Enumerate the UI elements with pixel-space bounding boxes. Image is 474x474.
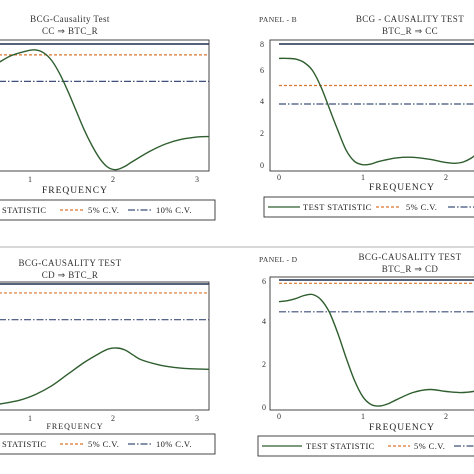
panel-a-subtitle: CC ⇒ BTC_R: [42, 26, 98, 36]
panel-a-legend-cv10: 10% C.V.: [156, 205, 192, 215]
panel-b-ytick: 4: [260, 97, 264, 106]
panel-a-test-statistic-line: [0, 49, 210, 171]
panel-a-frame: [0, 39, 210, 172]
panel-d-legend: [257, 435, 474, 457]
panel-b-legend-cv5: 5% C.V.: [406, 202, 437, 212]
panel-d-title: BCG-Causality Test: [359, 252, 462, 262]
panel-d-legend-cv5: 5% C.V.: [414, 441, 445, 451]
panel-d-label: Panel - D: [259, 255, 298, 264]
panel-d-ytick: 6: [262, 277, 266, 286]
panel-d-xlabel: Frequency: [369, 423, 435, 433]
panel-a-title: BCG-Causality Test: [30, 14, 110, 24]
panel-b-test-statistic-line: [278, 57, 474, 166]
panel-a-plot: [0, 43, 210, 171]
panel-d-ytick: 2: [262, 360, 266, 369]
panel-b-xlabel: Frequency: [369, 183, 435, 193]
panel-c-legend-cv5: 5% C.V.: [88, 439, 119, 449]
panel-b-ytick: 6: [260, 66, 264, 75]
panel-b-legend-statistic: Test statistic: [303, 202, 372, 212]
panel-c: BCG-Causality Test CD ⇒ BTC_R 1 2 3 Freq…: [0, 258, 216, 455]
panel-c-legend-statistic: STATISTIC: [2, 439, 46, 449]
panel-a-legend: [0, 199, 216, 221]
panel-b-ytick: 2: [260, 129, 264, 138]
panel-b-ytick: 8: [260, 40, 264, 49]
panel-a: BCG-Causality Test CC ⇒ BTC_R 1 2 3 Freq…: [0, 14, 216, 221]
panel-d-xtick: 0: [277, 412, 281, 421]
panel-a-xtick: 2: [111, 175, 115, 184]
panel-b-label: Panel - B: [259, 15, 297, 24]
panel-a-xtick: 3: [195, 175, 199, 184]
panel-b-xtick: 2: [444, 173, 448, 182]
panel-b-title: BCG - Causality Test: [356, 14, 464, 24]
panel-b-plot: [278, 43, 474, 166]
panel-d-frame: [269, 276, 474, 411]
panel-c-xlabel: Frequency: [46, 422, 103, 431]
panel-b: Panel - B BCG - Causality Test BTC_R ⇒ C…: [259, 14, 474, 218]
panel-d: Panel - D BCG-Causality Test BTC_R ⇒ CD …: [257, 252, 474, 457]
panel-b-ytick: 0: [260, 161, 264, 170]
panel-b-frame: [269, 39, 474, 172]
panel-b-xtick: 1: [361, 173, 365, 182]
panel-b-subtitle: BTC_R ⇒ CC: [382, 26, 438, 36]
panel-d-ytick: 4: [262, 317, 266, 326]
panel-a-legend-cv5: 5% C.V.: [88, 205, 119, 215]
panel-b-xtick: 0: [277, 173, 281, 182]
panel-d-test-statistic-line: [278, 293, 474, 407]
panel-d-ytick: 0: [262, 403, 266, 412]
panel-d-subtitle: BTC_R ⇒ CD: [382, 264, 439, 274]
panel-c-xtick: 2: [111, 414, 115, 423]
panel-c-title: BCG-Causality Test: [19, 258, 122, 268]
panel-a-xlabel: Frequency: [42, 186, 108, 196]
panel-c-subtitle: CD ⇒ BTC_R: [42, 270, 99, 280]
panel-d-legend-statistic: Test statistic: [306, 441, 375, 451]
panel-a-legend-statistic: STATISTIC: [2, 205, 46, 215]
panel-d-xtick: 1: [361, 412, 365, 421]
panel-b-legend: [263, 196, 474, 218]
panel-c-legend: [0, 433, 216, 455]
panel-c-xtick: 1: [28, 414, 32, 423]
panel-c-xtick: 3: [195, 414, 199, 423]
panel-d-plot: [278, 279, 474, 407]
panel-c-test-statistic-line: [0, 347, 210, 405]
panel-d-xtick: 2: [444, 412, 448, 421]
panel-a-xtick: 1: [28, 175, 32, 184]
panel-c-legend-cv10: 10% C.V.: [156, 439, 192, 449]
panel-c-plot: [0, 283, 210, 405]
panel-c-frame: [0, 281, 210, 411]
